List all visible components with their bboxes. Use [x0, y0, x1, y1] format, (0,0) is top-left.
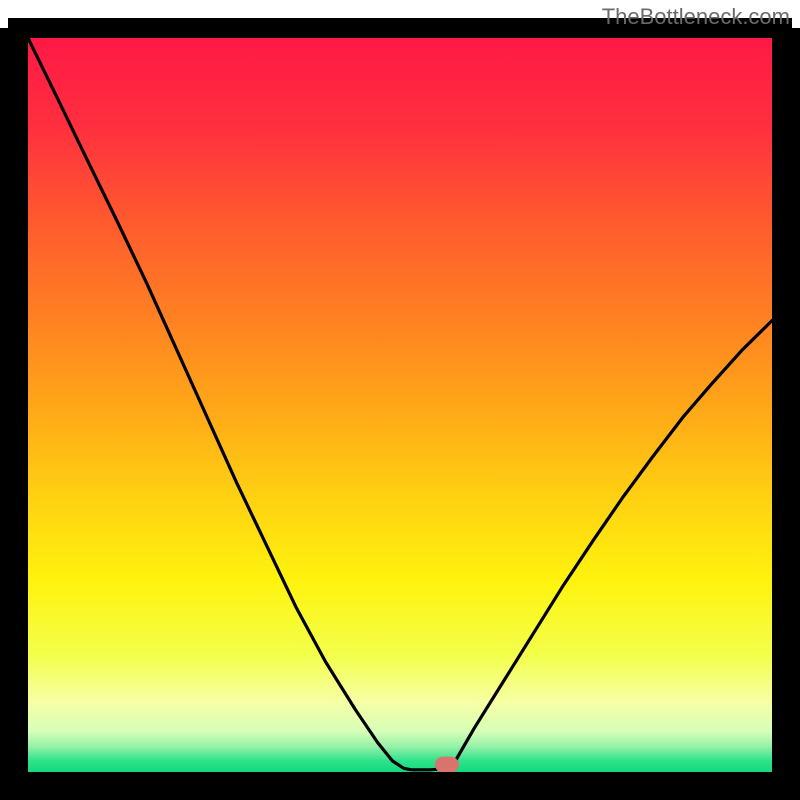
- watermark-label: TheBottleneck.com: [602, 4, 790, 30]
- chart-background: [28, 38, 772, 772]
- current-config-marker: [435, 757, 459, 773]
- bottleneck-chart: [0, 0, 800, 800]
